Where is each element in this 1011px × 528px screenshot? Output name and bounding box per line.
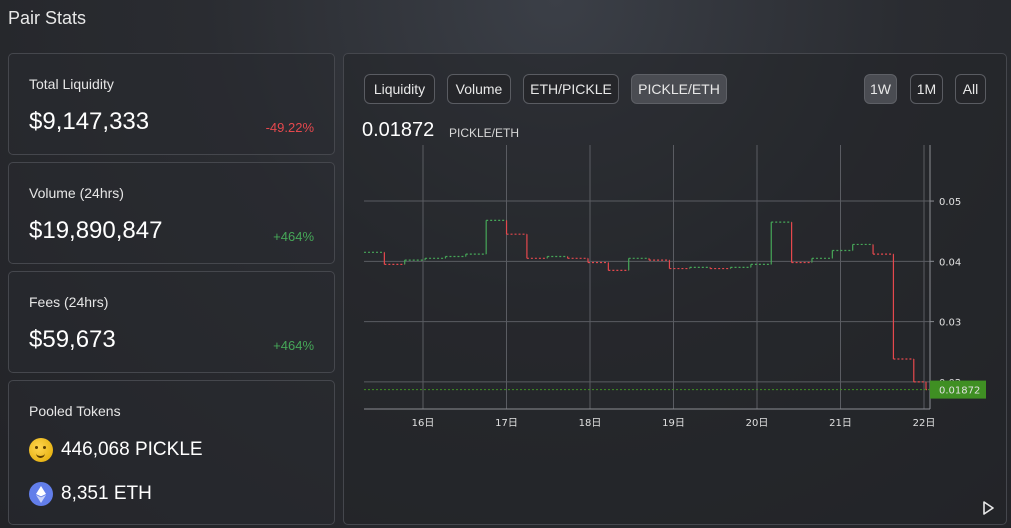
current-price: 0.01872 <box>362 119 435 141</box>
fees-label: Fees (24hrs) <box>29 294 109 310</box>
pickle-symbol: PICKLE <box>134 439 203 460</box>
x-tick-label: 22日 <box>913 418 936 429</box>
tab-volume[interactable]: Volume <box>447 74 511 104</box>
x-tick-label: 16日 <box>412 418 435 429</box>
pooled-tokens-label: Pooled Tokens <box>29 403 121 419</box>
play-icon[interactable] <box>980 500 996 516</box>
x-tick-label: 17日 <box>495 418 518 429</box>
pooled-token-pickle: 446,068 PICKLE <box>29 438 203 462</box>
chart-panel <box>343 53 1007 525</box>
eth-symbol: ETH <box>113 483 152 504</box>
price-unit: PICKLE/ETH <box>449 126 520 140</box>
y-tick-label: 0.05 <box>939 197 961 208</box>
x-tick-label: 21日 <box>829 418 852 429</box>
pickle-amount: 446,068 <box>61 439 130 460</box>
tab-eth-pickle[interactable]: ETH/PICKLE <box>523 74 619 104</box>
volume-card: Volume (24hrs) $19,890,847 +464% <box>8 162 335 264</box>
fees-card: Fees (24hrs) $59,673 +464% <box>8 271 335 373</box>
tab-pickle-eth[interactable]: PICKLE/ETH <box>631 74 727 104</box>
volume-change: +464% <box>273 229 314 244</box>
last-price-label: 0.01872 <box>939 386 980 397</box>
y-tick-label: 0.04 <box>939 257 961 268</box>
ethereum-icon <box>29 482 53 506</box>
thinking-face-icon <box>29 438 53 462</box>
eth-amount: 8,351 <box>61 483 109 504</box>
range-1w-button[interactable]: 1W <box>864 74 897 104</box>
range-1m-button[interactable]: 1M <box>910 74 943 104</box>
fees-change: +464% <box>273 338 314 353</box>
last-price-marker <box>930 380 986 399</box>
fees-value: $59,673 <box>29 326 116 353</box>
total-liquidity-label: Total Liquidity <box>29 76 114 92</box>
pooled-tokens-card: Pooled Tokens 446,068 PICKLE 8,351 ETH <box>8 380 335 525</box>
total-liquidity-value: $9,147,333 <box>29 108 150 135</box>
x-tick-label: 18日 <box>579 418 602 429</box>
range-all-button[interactable]: All <box>955 74 986 104</box>
page-title: Pair Stats <box>8 8 87 28</box>
total-liquidity-card: Total Liquidity $9,147,333 -49.22% <box>8 53 335 155</box>
x-tick-label: 19日 <box>662 418 685 429</box>
y-tick-label: 0.03 <box>939 318 961 329</box>
x-tick-label: 20日 <box>746 418 769 429</box>
pooled-token-eth: 8,351 ETH <box>29 482 152 506</box>
volume-value: $19,890,847 <box>29 217 163 244</box>
volume-label: Volume (24hrs) <box>29 185 124 201</box>
tab-liquidity[interactable]: Liquidity <box>364 74 435 104</box>
total-liquidity-change: -49.22% <box>265 120 314 135</box>
